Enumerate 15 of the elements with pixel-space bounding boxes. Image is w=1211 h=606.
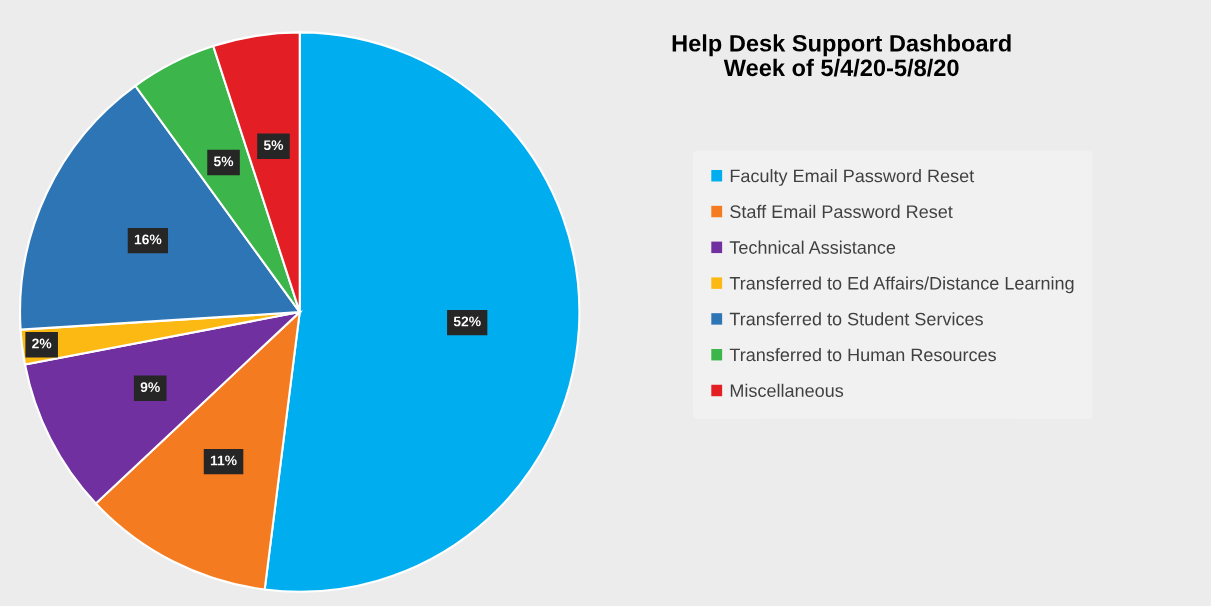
- data-label: 5%: [263, 140, 284, 151]
- legend-label: Transferred to Ed Affairs/Distance Learning: [729, 276, 1074, 294]
- data-label: 11%: [210, 455, 237, 466]
- legend-label: Staff Email Password Reset: [730, 204, 953, 219]
- legend-label: Transferred to Human Resources: [729, 347, 996, 362]
- legend-label: Transferred to Student Services: [729, 312, 983, 326]
- legend-label: Miscellaneous: [730, 383, 844, 398]
- legend-label: Faculty Email Password Reset: [730, 169, 975, 186]
- data-label: 9%: [140, 382, 160, 392]
- data-label: 5%: [213, 156, 234, 167]
- text: Help Desk Support Dashboard Week of 5/4/20-5/8/20: [672, 34, 1011, 77]
- data-label: 16%: [134, 234, 162, 245]
- legend-label: Technical Assistance: [729, 240, 896, 254]
- data-label: 2%: [32, 338, 52, 349]
- data-label: 52%: [453, 316, 481, 327]
